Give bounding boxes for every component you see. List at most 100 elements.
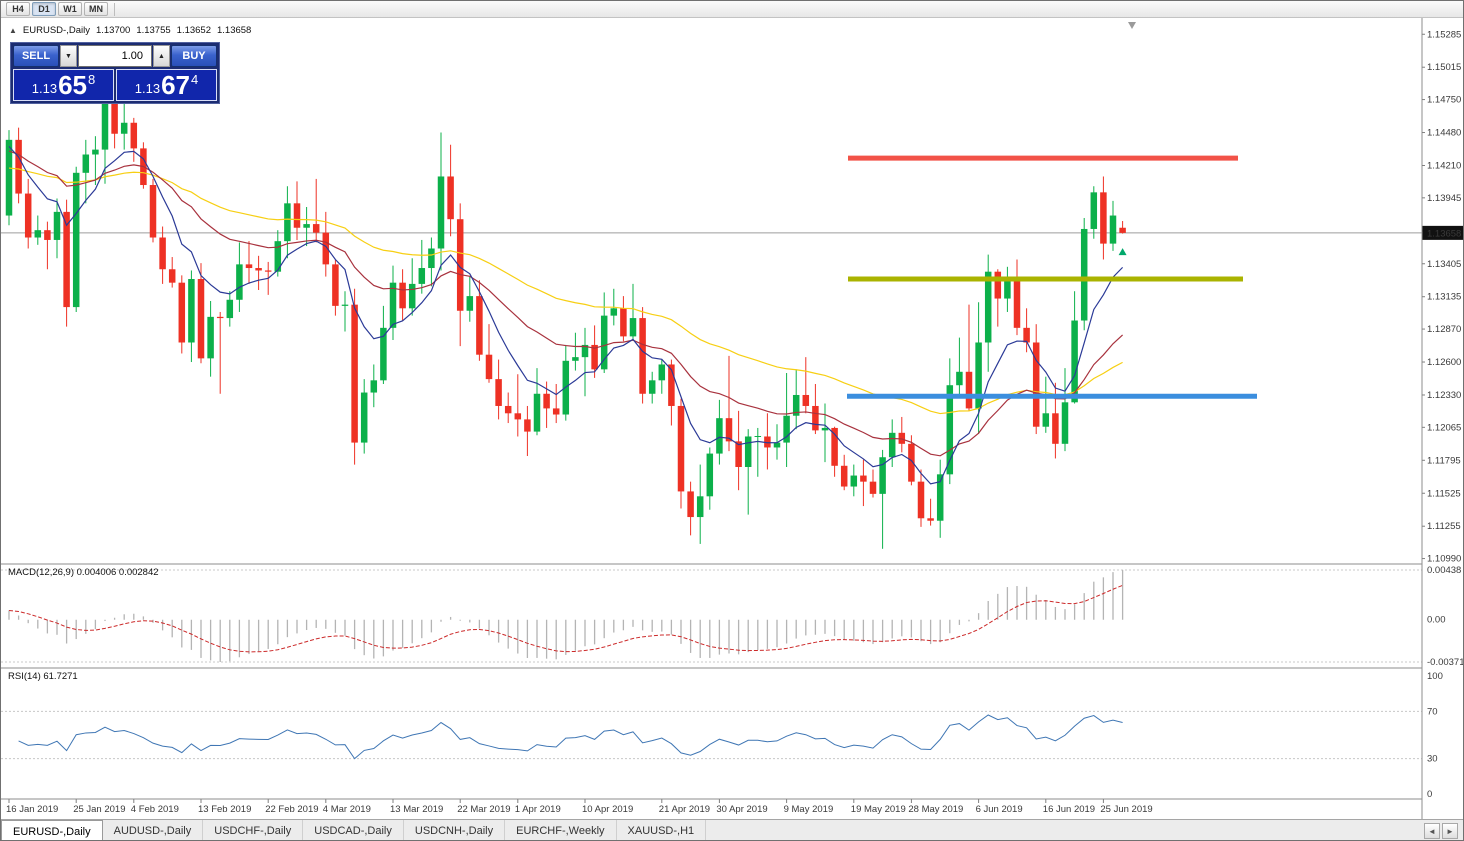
ma-fast-blue-line bbox=[8, 146, 1124, 485]
rsi-indicator-label: RSI(14) 61.7271 bbox=[8, 671, 78, 682]
chart-background bbox=[1, 18, 1463, 819]
chart-symbol-period: EURUSD-,Daily bbox=[22, 25, 90, 36]
timeframe-button-mn[interactable]: MN bbox=[84, 2, 108, 16]
chart-tab-xauusd-h1[interactable]: XAUUSD-,H1 bbox=[617, 820, 707, 840]
macd-histogram bbox=[8, 570, 1124, 662]
date-axis-label: 28 May 2019 bbox=[908, 804, 963, 815]
date-axis-label: 21 Apr 2019 bbox=[659, 804, 710, 815]
trade-controls-row: SELL ▼ ▲ BUY bbox=[13, 45, 217, 67]
date-axis-label: 22 Feb 2019 bbox=[265, 804, 318, 815]
chart-tab-audusd-daily[interactable]: AUDUSD-,Daily bbox=[103, 820, 204, 840]
volume-input[interactable] bbox=[78, 45, 152, 67]
ma-medium-red-line bbox=[8, 150, 1124, 457]
caret-down-icon: ▼ bbox=[65, 52, 72, 60]
price-axis-label: 1.15285 bbox=[1427, 29, 1461, 40]
price-axis-label: 1.12600 bbox=[1427, 357, 1461, 368]
price-axis-label: 1.12065 bbox=[1427, 422, 1461, 433]
date-axis-label: 1 Apr 2019 bbox=[515, 804, 561, 815]
chart-ohlc-info: ▲ EURUSD-,Daily 1.13700 1.13755 1.13652 … bbox=[9, 25, 251, 36]
macd-axis-label: 0.00 bbox=[1427, 615, 1446, 626]
price-axis-label: 1.13135 bbox=[1427, 292, 1461, 303]
price-axis-label: 1.12330 bbox=[1427, 390, 1461, 401]
one-click-trading-panel: SELL ▼ ▲ BUY 1.13 65 8 1.13 67 4 bbox=[10, 42, 220, 104]
chart-tab-eurchf-weekly[interactable]: EURCHF-,Weekly bbox=[505, 820, 617, 840]
price-axis-label: 1.14210 bbox=[1427, 160, 1461, 171]
rsi-line bbox=[18, 714, 1123, 760]
rsi-axis-label: 30 bbox=[1427, 754, 1438, 765]
price-axis-label: 1.11255 bbox=[1427, 521, 1461, 532]
one-click-panel-toggle-icon[interactable]: ▲ bbox=[9, 26, 17, 35]
date-axis-label: 4 Feb 2019 bbox=[131, 804, 179, 815]
macd-indicator-label: MACD(12,26,9) 0.004006 0.002842 bbox=[8, 567, 159, 578]
sell-price-display[interactable]: 1.13 65 8 bbox=[13, 69, 114, 101]
date-axis-label: 25 Jan 2019 bbox=[73, 804, 125, 815]
tab-scroll-left-button[interactable]: ◄ bbox=[1424, 823, 1440, 839]
tab-scroll-right-button[interactable]: ► bbox=[1442, 823, 1458, 839]
sell-price-big: 65 bbox=[58, 70, 87, 100]
date-axis-label: 9 May 2019 bbox=[784, 804, 834, 815]
buy-price-prefix: 1.13 bbox=[134, 80, 161, 96]
up-arrow-marker bbox=[1118, 248, 1127, 256]
date-axis-label: 19 May 2019 bbox=[851, 804, 906, 815]
date-axis-label: 25 Jun 2019 bbox=[1100, 804, 1152, 815]
chart-tab-eurusd-daily[interactable]: EURUSD-,Daily bbox=[1, 820, 103, 840]
chart-shift-marker[interactable] bbox=[1128, 22, 1136, 29]
candlestick-series[interactable] bbox=[5, 78, 1126, 549]
price-axis-label: 1.15015 bbox=[1427, 62, 1461, 73]
price-axis-label: 1.10990 bbox=[1427, 554, 1461, 565]
buy-button[interactable]: BUY bbox=[171, 45, 217, 67]
ma-slow-yellow-line bbox=[8, 167, 1123, 415]
macd-signal-line bbox=[8, 584, 1123, 653]
toolbar-separator bbox=[114, 2, 115, 16]
buy-price-pip: 4 bbox=[191, 72, 199, 87]
ohlc-high: 1.13755 bbox=[136, 25, 171, 36]
price-chart-canvas[interactable]: 1.152851.150151.147501.144801.142101.139… bbox=[1, 18, 1464, 819]
chart-tab-usdcad-daily[interactable]: USDCAD-,Daily bbox=[303, 820, 404, 840]
rsi-axis-label: 70 bbox=[1427, 706, 1438, 717]
buy-price-display[interactable]: 1.13 67 4 bbox=[116, 69, 217, 101]
trade-prices-row: 1.13 65 8 1.13 67 4 bbox=[13, 69, 217, 101]
timeframe-button-d1[interactable]: D1 bbox=[32, 2, 56, 16]
timeframe-button-w1[interactable]: W1 bbox=[58, 2, 82, 16]
timeframe-toolbar: H4 D1 W1 MN bbox=[1, 1, 1463, 18]
date-axis-label: 10 Apr 2019 bbox=[582, 804, 633, 815]
chart-tab-bar: EURUSD-,Daily AUDUSD-,Daily USDCHF-,Daily U… bbox=[1, 819, 1463, 840]
price-axis[interactable] bbox=[1422, 18, 1464, 819]
date-axis-label: 16 Jun 2019 bbox=[1043, 804, 1095, 815]
sell-price-pip: 8 bbox=[88, 72, 96, 87]
date-axis-label: 22 Mar 2019 bbox=[457, 804, 510, 815]
ohlc-low: 1.13652 bbox=[176, 25, 211, 36]
price-axis-label: 1.13945 bbox=[1427, 193, 1461, 204]
current-price-badge-value: 1.13658 bbox=[1427, 228, 1461, 239]
volume-decrease-button[interactable]: ▼ bbox=[60, 45, 77, 67]
rsi-axis-labels: 100 70 30 0 bbox=[1427, 671, 1443, 800]
chart-tab-usdchf-daily[interactable]: USDCHF-,Daily bbox=[203, 820, 304, 840]
current-price-badge bbox=[1422, 225, 1463, 240]
date-axis-label: 4 Mar 2019 bbox=[323, 804, 371, 815]
timeframe-button-h4[interactable]: H4 bbox=[6, 2, 30, 16]
rsi-axis-label: 100 bbox=[1427, 671, 1443, 682]
tab-scroll-controls: ◄ ► bbox=[1424, 820, 1463, 840]
price-axis-label: 1.12870 bbox=[1427, 324, 1461, 335]
price-axis-label: 1.11795 bbox=[1427, 455, 1461, 466]
date-axis-label: 30 Apr 2019 bbox=[716, 804, 767, 815]
timeframe-button-group: H4 D1 W1 MN bbox=[6, 2, 108, 16]
price-axis-label: 1.14750 bbox=[1427, 95, 1461, 106]
volume-increase-button[interactable]: ▲ bbox=[153, 45, 170, 67]
price-axis-label: 1.14480 bbox=[1427, 128, 1461, 139]
chart-tab-usdcnh-daily[interactable]: USDCNH-,Daily bbox=[404, 820, 506, 840]
chart-tab-list: EURUSD-,Daily AUDUSD-,Daily USDCHF-,Daily U… bbox=[1, 820, 707, 840]
caret-up-icon: ▲ bbox=[158, 52, 165, 60]
macd-axis-label: 0.00438 bbox=[1427, 565, 1461, 576]
date-axis-labels[interactable]: 16 Jan 2019 25 Jan 2019 4 Feb 2019 13 Feb 2… bbox=[6, 799, 1153, 815]
buy-price-big: 67 bbox=[161, 70, 190, 100]
price-axis-label: 1.11525 bbox=[1427, 488, 1461, 499]
date-axis-label: 13 Mar 2019 bbox=[390, 804, 443, 815]
date-axis-label: 13 Feb 2019 bbox=[198, 804, 251, 815]
ohlc-close: 1.13658 bbox=[217, 25, 252, 36]
sell-button[interactable]: SELL bbox=[13, 45, 59, 67]
date-axis-label: 16 Jan 2019 bbox=[6, 804, 58, 815]
